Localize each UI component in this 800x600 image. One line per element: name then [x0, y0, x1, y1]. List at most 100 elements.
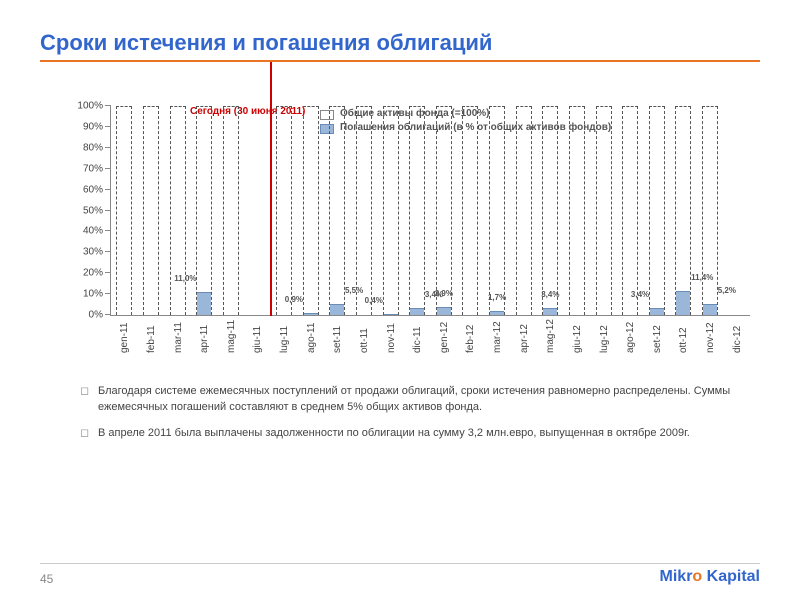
- page-title: Сроки истечения и погашения облигаций: [40, 30, 760, 56]
- bar-outline: [729, 106, 745, 315]
- value-label: 1,7%: [488, 293, 506, 302]
- bar-outline: 3,4%: [649, 106, 665, 315]
- bar-slot: 3,4%mag-12: [537, 106, 564, 315]
- bar-slot: 1,7%mar-12: [484, 106, 511, 315]
- y-label: 60%: [83, 184, 111, 195]
- x-label: ago-11: [306, 323, 317, 353]
- today-line: [270, 62, 272, 316]
- bar-fill: [543, 308, 557, 315]
- bar-fill: [437, 307, 451, 315]
- bar-slot: dic-12: [723, 106, 750, 315]
- value-label: 3,4%: [631, 290, 649, 299]
- y-label: 30%: [83, 247, 111, 258]
- bar-slot: apr-12: [510, 106, 537, 315]
- bar-slot: 3,4%dic-11: [404, 106, 431, 315]
- bar-slot: 5,5%set-11: [324, 106, 351, 315]
- x-label: giu-11: [252, 326, 263, 353]
- brand-part-2: o: [692, 568, 702, 585]
- x-label: lug-12: [599, 325, 610, 353]
- bar-fill: [703, 304, 717, 315]
- bar-outline: 5,5%: [329, 106, 345, 315]
- page-number: 45: [40, 572, 53, 586]
- y-label: 90%: [83, 121, 111, 132]
- bar-slot: ago-12: [617, 106, 644, 315]
- bar-outline: [116, 106, 132, 315]
- bar-outline: [249, 106, 265, 315]
- bar-outline: [170, 106, 186, 315]
- y-label: 50%: [83, 205, 111, 216]
- x-label: gen-12: [439, 322, 450, 353]
- bar-fill: [330, 304, 344, 315]
- x-label: nov-12: [705, 322, 716, 353]
- bar-outline: 3,4%: [542, 106, 558, 315]
- bar-slot: 5,2%nov-12: [697, 106, 724, 315]
- bar-outline: [223, 106, 239, 315]
- bar-outline: [569, 106, 585, 315]
- bar-outline: 5,2%: [702, 106, 718, 315]
- bullet-marker-icon: ◻: [80, 384, 98, 416]
- chart-container: Сегодня (30 июня 2011) Общие активы фонд…: [60, 106, 750, 356]
- y-label: 0%: [89, 310, 111, 321]
- value-label: 3,4%: [541, 290, 559, 299]
- value-label: 3,9%: [435, 289, 453, 298]
- bullets: ◻Благодаря системе ежемесячных поступлен…: [80, 384, 740, 442]
- y-label: 20%: [83, 268, 111, 279]
- bar-outline: [143, 106, 159, 315]
- value-label: 0,4%: [365, 296, 383, 305]
- bar-fill: [197, 292, 211, 315]
- bullet-item: ◻В апреле 2011 была выплачены задолженно…: [80, 426, 740, 442]
- value-label: 0,9%: [285, 295, 303, 304]
- bar-outline: [622, 106, 638, 315]
- bullet-text: В апреле 2011 была выплачены задолженнос…: [98, 426, 690, 442]
- bar-slot: feb-12: [457, 106, 484, 315]
- bar-outline: [516, 106, 532, 315]
- bar-fill: [384, 314, 398, 315]
- footer-rule: [40, 563, 760, 564]
- bar-outline: 3,4%: [409, 106, 425, 315]
- bar-slot: giu-11: [244, 106, 271, 315]
- x-label: apr-12: [519, 324, 530, 353]
- plot-area: gen-11feb-11mar-1111,0%apr-11mag-11giu-1…: [110, 106, 750, 316]
- bar-outline: [276, 106, 292, 315]
- bar-slot: lug-11: [271, 106, 298, 315]
- bar-fill: [650, 308, 664, 315]
- bar-slot: giu-12: [564, 106, 591, 315]
- x-label: ott-11: [359, 328, 370, 353]
- y-label: 80%: [83, 142, 111, 153]
- bar-slot: lug-12: [590, 106, 617, 315]
- bar-slot: mar-11: [164, 106, 191, 315]
- y-label: 10%: [83, 289, 111, 300]
- bar-outline: 1,7%: [489, 106, 505, 315]
- bar-slot: feb-11: [138, 106, 165, 315]
- bar-slot: 11,4%ott-12: [670, 106, 697, 315]
- x-label: dic-12: [732, 326, 743, 353]
- x-label: mag-12: [545, 319, 556, 353]
- value-label: 11,0%: [174, 274, 196, 283]
- x-label: giu-12: [572, 325, 583, 353]
- bullet-text: Благодаря системе ежемесячных поступлени…: [98, 384, 740, 416]
- bar-fill: [490, 311, 504, 315]
- bar-fill: [410, 308, 424, 315]
- x-label: gen-11: [119, 323, 130, 353]
- y-label: 70%: [83, 163, 111, 174]
- bar-slot: 0,4%nov-11: [377, 106, 404, 315]
- bar-slot: gen-11: [111, 106, 138, 315]
- bar-slot: ott-11: [351, 106, 378, 315]
- brand-part-1: Mikr: [660, 568, 693, 585]
- bars: gen-11feb-11mar-1111,0%apr-11mag-11giu-1…: [111, 106, 750, 315]
- bar-slot: mag-11: [218, 106, 245, 315]
- x-label: ago-12: [625, 322, 636, 353]
- x-label: apr-11: [199, 325, 210, 353]
- brand-logo: Mikro Kapital: [660, 568, 760, 586]
- y-label: 40%: [83, 226, 111, 237]
- bar-outline: 3,9%: [436, 106, 452, 315]
- bullet-marker-icon: ◻: [80, 426, 98, 442]
- x-label: mar-12: [492, 321, 503, 353]
- x-label: set-11: [332, 326, 343, 353]
- chart: gen-11feb-11mar-1111,0%apr-11mag-11giu-1…: [60, 106, 750, 356]
- bar-fill: [304, 313, 318, 315]
- bar-slot: 11,0%apr-11: [191, 106, 218, 315]
- bar-outline: [596, 106, 612, 315]
- bullet-item: ◻Благодаря системе ежемесячных поступлен…: [80, 384, 740, 416]
- x-label: mar-11: [173, 322, 184, 353]
